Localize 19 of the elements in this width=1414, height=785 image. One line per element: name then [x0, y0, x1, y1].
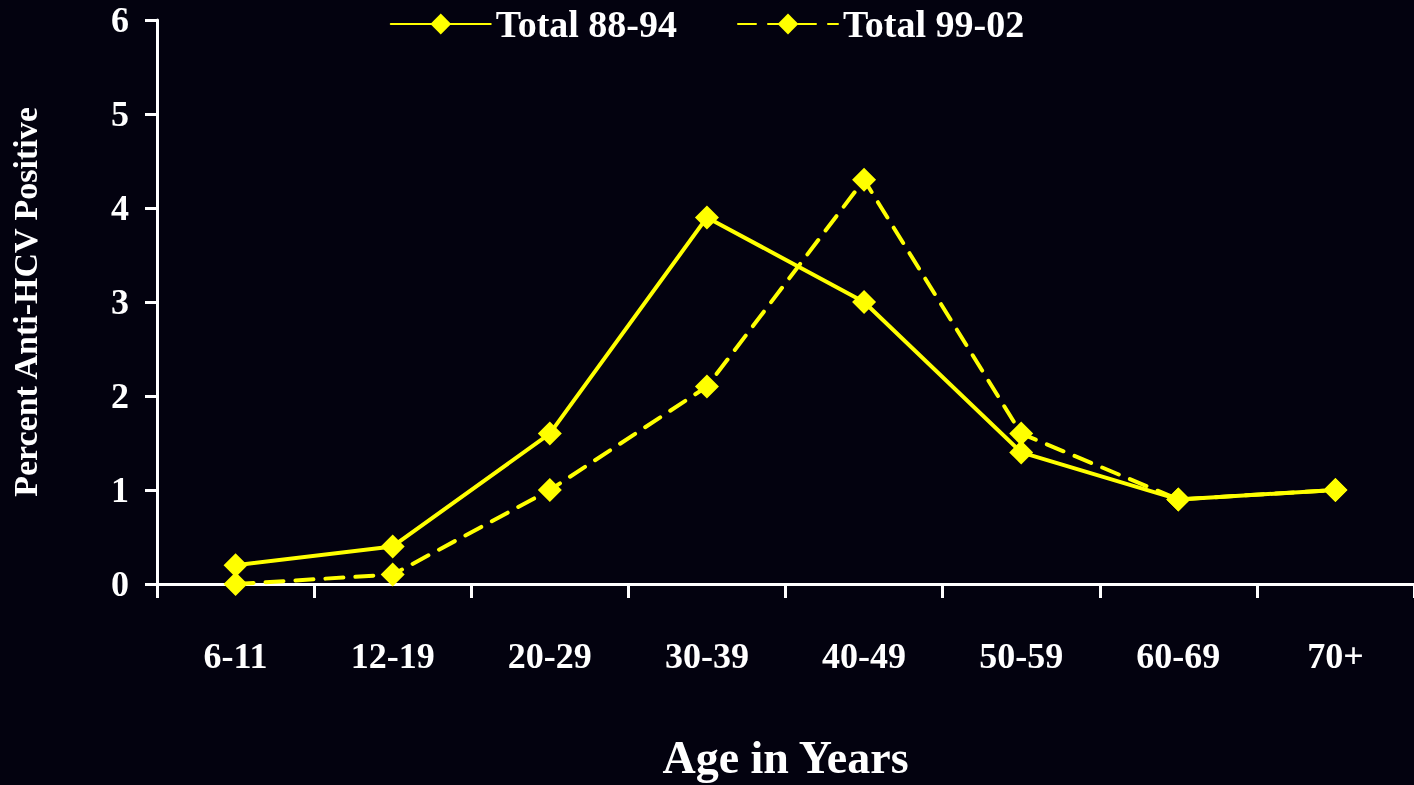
- y-tick-label: 5: [111, 94, 129, 134]
- y-axis-title: Percent Anti-HCV Positive: [6, 107, 44, 497]
- x-tick-label: 70+: [1307, 636, 1364, 676]
- legend-label: Total 88-94: [495, 3, 678, 45]
- legend-label: Total 99-02: [843, 3, 1025, 45]
- y-tick-label: 4: [111, 188, 129, 228]
- x-axis-title: Age in Years: [662, 731, 909, 783]
- x-tick-label: 50-59: [979, 636, 1064, 676]
- x-tick-label: 6-11: [203, 636, 268, 676]
- x-tick-label: 60-69: [1136, 636, 1221, 676]
- x-tick-label: 20-29: [507, 636, 592, 676]
- x-tick-label: 40-49: [822, 636, 907, 676]
- y-tick-label: 1: [111, 470, 129, 510]
- y-tick-label: 0: [111, 564, 129, 604]
- x-tick-label: 30-39: [664, 636, 749, 676]
- y-tick-label: 3: [111, 282, 129, 322]
- y-tick-label: 6: [111, 0, 129, 40]
- y-tick-label: 2: [111, 376, 129, 416]
- x-tick-label: 12-19: [350, 636, 435, 676]
